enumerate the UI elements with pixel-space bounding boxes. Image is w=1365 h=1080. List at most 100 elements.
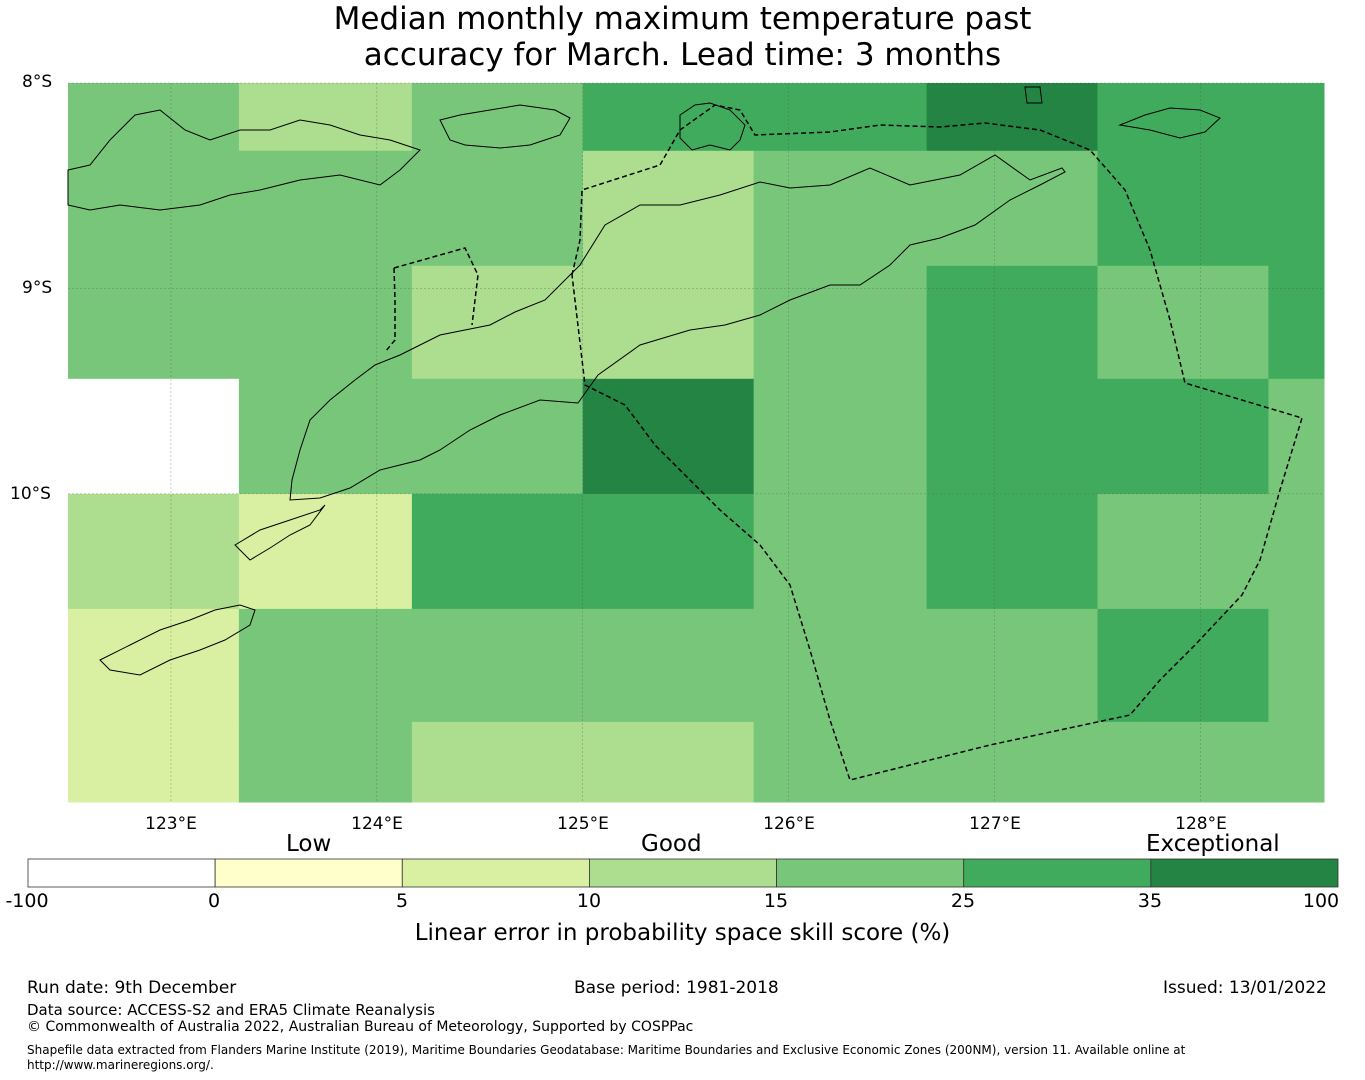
skill-cell: [753, 265, 928, 380]
chart-title-line2: accuracy for March. Lead time: 3 months: [363, 37, 1002, 73]
skill-cell: [1268, 493, 1325, 610]
skill-cell: [926, 608, 1099, 723]
skill-cell: [582, 493, 755, 610]
colorbar-tick: 10: [576, 890, 602, 912]
skill-cell: [1268, 83, 1325, 152]
lon-label-127e: 127°E: [969, 814, 1021, 834]
enclave-boundary-line: [384, 247, 479, 353]
skill-cell: [411, 721, 584, 803]
category-label-low: Low: [286, 831, 332, 857]
issued-date: Issued: 13/01/2022: [1163, 978, 1327, 998]
rote-sabu-outline: [99, 604, 256, 676]
chart-title-line1: Median monthly maximum temperature past: [333, 1, 1032, 37]
colorbar-segment: [214, 858, 403, 888]
graticule: [68, 82, 1324, 802]
skill-cell: [1097, 265, 1269, 380]
skill-cell: [1097, 608, 1269, 723]
colorbar-segment: [776, 858, 965, 888]
skill-cell: [411, 608, 584, 723]
skill-cell: [238, 493, 413, 610]
wetar-island-outline: [679, 102, 746, 151]
skill-cell: [926, 265, 1099, 380]
lon-label-128e: 128°E: [1175, 814, 1227, 834]
colorbar-tick: -100: [5, 890, 49, 912]
skill-cell: [68, 265, 240, 380]
colorbar-segment: [401, 858, 590, 888]
skill-cell: [68, 378, 240, 495]
sumba-island-outline: [234, 504, 326, 561]
colorbar-tick: 100: [1302, 890, 1340, 912]
timor-island-outline: [289, 154, 1066, 501]
skill-cell: [238, 265, 413, 380]
skill-cell: [411, 265, 584, 380]
skill-cell: [582, 150, 755, 267]
skill-cell: [1268, 150, 1325, 267]
category-label-exceptional: Exceptional: [1146, 831, 1280, 857]
eez-boundary-line: [571, 104, 1303, 781]
leti-babar-outline: [1118, 107, 1221, 139]
colorbar-tick: 5: [395, 890, 409, 912]
skill-cell: [753, 493, 928, 610]
colorbar-segment: [1150, 858, 1339, 888]
skill-cell: [411, 378, 584, 495]
skill-cell: [926, 493, 1099, 610]
skill-cell: [68, 493, 240, 610]
colorbar-tick: 25: [950, 890, 976, 912]
skill-cell: [753, 608, 928, 723]
colorbar-tick: 35: [1137, 890, 1163, 912]
skill-cell: [926, 150, 1099, 267]
skill-cell: [238, 608, 413, 723]
skill-cell: [238, 150, 413, 267]
skill-cell: [1268, 721, 1325, 803]
skill-cell: [753, 83, 928, 152]
skill-cell: [1097, 150, 1269, 267]
skill-cell: [582, 83, 755, 152]
skill-cell: [411, 493, 584, 610]
skill-cell: [238, 378, 413, 495]
copyright-notice: © Commonwealth of Australia 2022, Austra…: [27, 1019, 694, 1035]
shapefile-credit: Shapefile data extracted from Flanders M…: [27, 1043, 1186, 1057]
skill-cell: [753, 150, 928, 267]
skill-cell: [1097, 721, 1269, 803]
colorbar-segment: [963, 858, 1152, 888]
skill-cell: [1097, 83, 1269, 152]
category-label-good: Good: [641, 831, 702, 857]
skill-cell: [582, 721, 755, 803]
colorbar-segment: [27, 858, 216, 888]
lon-label-125e: 125°E: [557, 814, 609, 834]
base-period: Base period: 1981-2018: [574, 978, 779, 998]
lat-label-9s: 9°S: [22, 278, 53, 298]
lon-label-124e: 124°E: [351, 814, 403, 834]
skill-cell: [753, 721, 928, 803]
colorbar-tick: 0: [207, 890, 221, 912]
lon-label-123e: 123°E: [145, 814, 197, 834]
skill-cell: [238, 721, 413, 803]
coastline-outlines: [67, 86, 1221, 676]
skill-cell: [926, 721, 1099, 803]
skill-cell: [582, 608, 755, 723]
skill-cell: [411, 83, 584, 152]
data-source: Data source: ACCESS-S2 and ERA5 Climate …: [27, 1001, 435, 1019]
skill-cell: [582, 265, 755, 380]
run-date: Run date: 9th December: [27, 978, 237, 998]
shapefile-url: http://www.marineregions.org/.: [27, 1058, 214, 1072]
lon-label-126e: 126°E: [763, 814, 815, 834]
colorbar-axis-label: Linear error in probability space skill …: [414, 920, 951, 946]
skill-cell: [1268, 265, 1325, 380]
lat-label-8s: 8°S: [22, 72, 53, 92]
skill-cell: [1268, 608, 1325, 723]
skill-cell: [411, 150, 584, 267]
skill-cell: [926, 83, 1099, 152]
colorbar-segment: [589, 858, 777, 888]
skill-cell: [582, 378, 755, 495]
skill-cell: [1097, 378, 1269, 495]
flores-island-outline: [67, 109, 421, 211]
skill-cell: [238, 83, 413, 152]
skill-cell: [1097, 493, 1269, 610]
alor-islands-outline: [439, 104, 571, 149]
skill-cell: [68, 83, 240, 152]
skill-cell: [68, 150, 240, 267]
lat-label-10s: 10°S: [10, 484, 51, 504]
kisar-island-outline: [1024, 86, 1043, 104]
